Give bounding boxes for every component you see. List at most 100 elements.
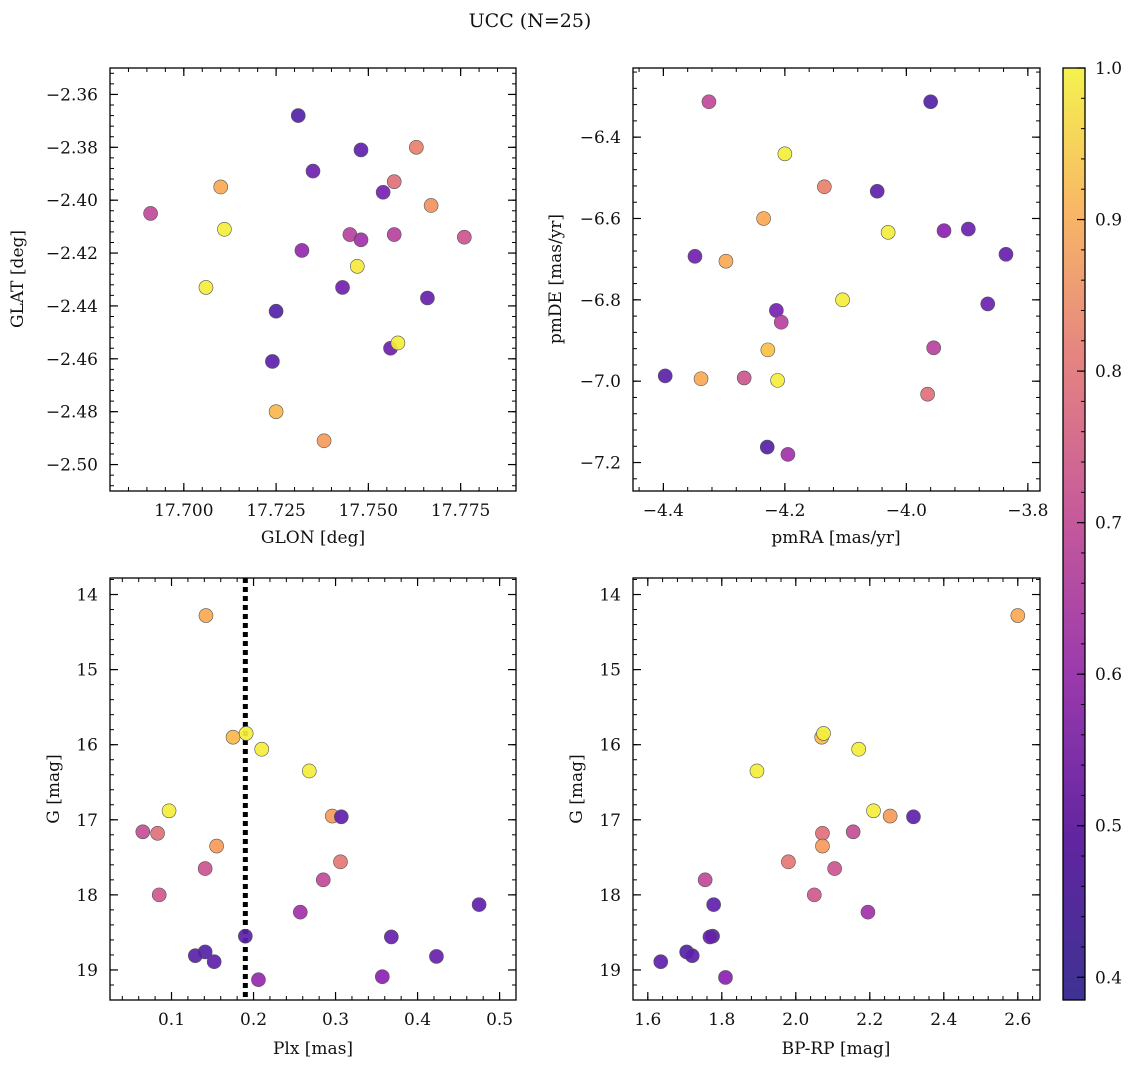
y-tick-label: −2.50: [46, 456, 98, 476]
x-ticks-cmd: 1.6 1.8 2.0 2.2 2.4 2.6: [632, 578, 1034, 1030]
data-point: [827, 861, 842, 876]
x-tick-label: 1.6: [634, 1010, 661, 1030]
x-tick-label: −3.8: [1007, 501, 1048, 521]
markers-pm: [657, 94, 1014, 462]
data-point: [335, 280, 350, 295]
data-point: [749, 763, 765, 779]
data-point: [457, 229, 472, 245]
y-tick-label: 15: [76, 661, 98, 681]
data-point: [217, 221, 232, 237]
data-point: [756, 211, 771, 226]
x-tick-label: 17.700: [154, 501, 213, 521]
x-tick-label: 2.2: [856, 1010, 883, 1030]
data-point: [998, 246, 1014, 262]
data-point: [206, 954, 222, 970]
y-tick-label: 16: [599, 736, 621, 756]
data-point: [429, 949, 444, 964]
y-axis-label-pm: pmDE [mas/yr]: [546, 214, 566, 344]
data-point: [780, 447, 796, 462]
data-point: [657, 368, 673, 384]
x-tick-label: 1.8: [708, 1010, 735, 1030]
plot-frame-sky: [109, 67, 517, 492]
y-tick-label: −7.0: [580, 372, 621, 392]
x-axis-label-cmd: BP-RP [mag]: [782, 1039, 891, 1059]
data-point: [390, 335, 406, 351]
data-point: [135, 824, 151, 840]
data-point: [980, 296, 996, 312]
data-point: [845, 824, 861, 840]
y-axis-label-plx: G [mag]: [44, 754, 64, 823]
colorbar-tick-label: 0.7: [1095, 514, 1122, 534]
data-point: [687, 249, 703, 264]
data-point: [759, 439, 775, 455]
data-point: [920, 386, 935, 402]
data-point: [302, 763, 317, 779]
data-point: [1010, 608, 1026, 623]
colorbar-tick-label: 0.8: [1095, 362, 1122, 382]
data-point: [420, 290, 435, 306]
data-point: [423, 198, 439, 213]
colorbar-gradient: [1062, 67, 1086, 1001]
y-tick-label: 17: [599, 811, 621, 831]
data-point: [316, 433, 332, 449]
x-tick-label: 0.2: [240, 1010, 267, 1030]
x-axis-label-sky: GLON [deg]: [261, 528, 365, 548]
panel-parallax-magnitude: 0.1 0.2 0.3 0.4 0.5 14 15 16 17 18 19 Plx [mas] G…: [44, 577, 517, 1059]
x-tick-label: 2.6: [1004, 1010, 1031, 1030]
x-tick-label: 17.775: [431, 501, 490, 521]
x-tick-label: 17.725: [246, 501, 305, 521]
data-point: [777, 146, 793, 162]
y-tick-label: 17: [76, 811, 98, 831]
y-tick-label: −6.6: [580, 209, 621, 229]
data-point: [851, 741, 867, 757]
data-point: [353, 142, 369, 158]
data-point: [961, 221, 976, 237]
x-axis-label-pm: pmRA [mas/yr]: [771, 528, 900, 548]
x-tick-label: 0.4: [404, 1010, 431, 1030]
x-tick-label: 0.5: [486, 1010, 513, 1030]
data-point: [143, 206, 158, 221]
colorbar-ticks: 0.4 0.5 0.6 0.7 0.8 0.9 1.0: [1077, 59, 1122, 988]
data-point: [151, 887, 167, 903]
colorbar-tick-label: 0.4: [1095, 968, 1122, 988]
data-point: [926, 340, 941, 356]
data-point: [251, 972, 266, 988]
y-tick-label: 18: [599, 886, 621, 906]
markers-plx: [135, 608, 487, 988]
y-tick-label: 16: [76, 736, 98, 756]
data-point: [906, 809, 921, 825]
y-tick-label: −2.42: [46, 244, 98, 264]
y-ticks-sky: −2.36 −2.38 −2.40 −2.42 −2.44 −2.46 −2.48 −2.50: [46, 72, 516, 487]
data-point: [290, 108, 306, 123]
data-point: [315, 872, 331, 888]
data-point: [150, 826, 165, 841]
y-tick-label: −2.44: [46, 297, 98, 317]
data-point: [816, 726, 831, 741]
y-tick-label: 19: [76, 961, 98, 981]
data-point: [198, 280, 214, 295]
data-point: [701, 94, 717, 110]
data-point: [375, 969, 390, 985]
panel-proper-motion: −4.4 −4.2 −4.0 −3.8 −6.4 −6.6 −6.8 −7.0 −7.2 pm…: [546, 67, 1048, 548]
x-tick-label: 17.750: [339, 501, 398, 521]
y-tick-label: −2.40: [46, 191, 98, 211]
data-point: [238, 726, 254, 741]
y-tick-label: −2.38: [46, 138, 98, 158]
y-tick-label: 14: [76, 586, 98, 606]
x-tick-label: 0.1: [158, 1010, 185, 1030]
data-point: [760, 342, 776, 358]
data-point: [265, 354, 280, 369]
data-point: [213, 179, 229, 195]
y-tick-label: 19: [599, 961, 621, 981]
y-axis-label-cmd: G [mag]: [567, 754, 587, 823]
data-point: [718, 253, 734, 269]
y-ticks-pm: −6.4 −6.6 −6.8 −7.0 −7.2: [580, 71, 1040, 480]
data-point: [936, 223, 952, 238]
data-point: [815, 838, 830, 854]
colorbar-tick-label: 0.6: [1095, 665, 1122, 685]
data-point: [188, 948, 203, 963]
figure-title: UCC (N=25): [469, 10, 592, 32]
x-axis-label-plx: Plx [mas]: [273, 1039, 353, 1059]
x-ticks-plx: 0.1 0.2 0.3 0.4 0.5: [121, 578, 513, 1030]
